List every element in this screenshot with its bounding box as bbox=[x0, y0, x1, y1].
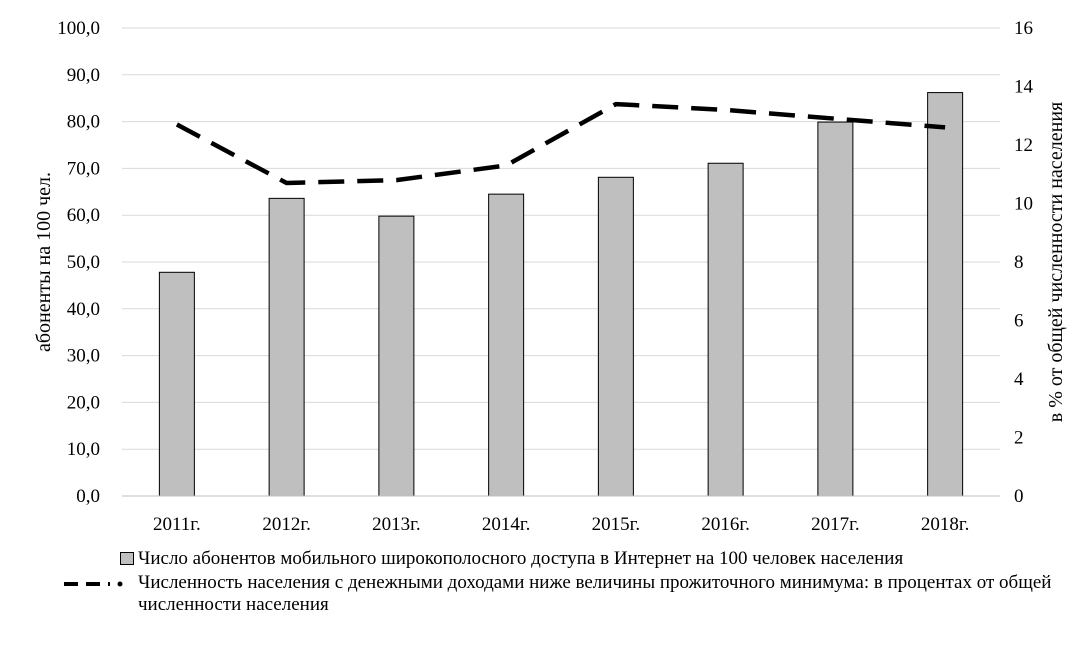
line-series-path bbox=[175, 101, 946, 186]
left-tick-label: 50,0 bbox=[67, 252, 100, 273]
legend-swatch-bar bbox=[120, 552, 134, 565]
left-tick-label: 80,0 bbox=[67, 112, 100, 133]
right-tick-label: 10 bbox=[1014, 194, 1033, 215]
bar bbox=[597, 176, 634, 497]
right-tick-label: 4 bbox=[1014, 369, 1024, 390]
left-tick-label: 70,0 bbox=[67, 158, 100, 179]
right-tick-label: 6 bbox=[1014, 311, 1024, 332]
legend-label-line: Численность населения с денежными дохода… bbox=[138, 572, 1052, 615]
bar bbox=[378, 215, 415, 497]
right-tick-label: 2 bbox=[1014, 428, 1024, 449]
legend-item-bar: Число абонентов мобильного широкополосно… bbox=[104, 548, 1060, 570]
right-tick-label: 16 bbox=[1014, 18, 1033, 39]
x-tick-label: 2017г. bbox=[811, 514, 859, 535]
right-tick-label: 12 bbox=[1014, 135, 1033, 156]
legend-item-line: Численность населения с денежными дохода… bbox=[64, 572, 1060, 616]
line-series bbox=[175, 101, 946, 186]
bar bbox=[268, 197, 305, 497]
legend-label-bar: Число абонентов мобильного широкополосно… bbox=[138, 548, 904, 569]
left-tick-label: 30,0 bbox=[67, 346, 100, 367]
left-tick-label: 0,0 bbox=[76, 486, 100, 507]
x-tick-label: 2012г. bbox=[262, 514, 310, 535]
gridlines bbox=[122, 27, 1000, 450]
bar-series bbox=[158, 92, 964, 497]
legend-swatch-line bbox=[64, 581, 123, 587]
bar bbox=[158, 271, 195, 497]
left-tick-label: 10,0 bbox=[67, 439, 100, 460]
x-tick-label: 2014г. bbox=[482, 514, 530, 535]
left-axis-title: абоненты на 100 чел. bbox=[33, 172, 55, 352]
x-tick-label: 2013г. bbox=[372, 514, 420, 535]
x-tick-label: 2016г. bbox=[701, 514, 749, 535]
left-axis-ticks: 0,0 10,0 20,0 30,0 40,0 50,0 60,0 70,0 80,0 90,0 1… bbox=[57, 18, 100, 507]
left-tick-label: 100,0 bbox=[57, 18, 100, 39]
legend: Число абонентов мобильного широкополосно… bbox=[64, 548, 1060, 616]
bar bbox=[707, 162, 744, 497]
left-tick-label: 20,0 bbox=[67, 392, 100, 413]
x-tick-label: 2011г. bbox=[153, 514, 201, 535]
right-tick-label: 14 bbox=[1014, 77, 1034, 98]
bar bbox=[817, 121, 854, 497]
bar bbox=[927, 92, 964, 497]
bar bbox=[488, 193, 525, 497]
right-tick-label: 8 bbox=[1014, 252, 1024, 273]
right-tick-label: 0 bbox=[1014, 486, 1024, 507]
left-tick-label: 40,0 bbox=[67, 299, 100, 320]
x-tick-label: 2015г. bbox=[592, 514, 640, 535]
x-tick-label: 2018г. bbox=[921, 514, 969, 535]
left-tick-label: 60,0 bbox=[67, 205, 100, 226]
right-axis-title: в % от общей численности населения bbox=[1045, 102, 1067, 423]
right-axis-ticks: 0 2 4 6 8 10 12 14 16 bbox=[1014, 18, 1034, 507]
x-axis-ticks: 2011г. 2012г. 2013г. 2014г. 2015г. 2016г. 2017… bbox=[153, 514, 969, 535]
left-tick-label: 90,0 bbox=[67, 65, 100, 86]
